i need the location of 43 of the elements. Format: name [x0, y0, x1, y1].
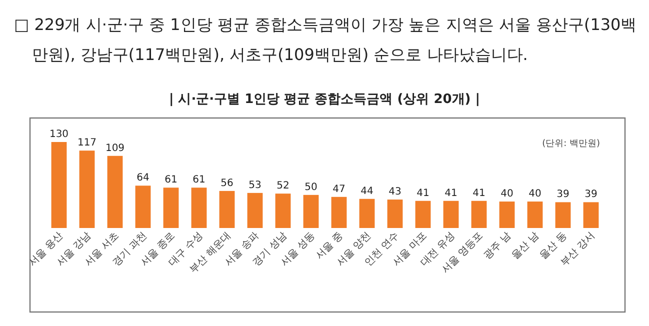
bar [583, 202, 599, 228]
bar [331, 196, 347, 228]
bar [275, 194, 291, 228]
data-label: 41 [444, 188, 458, 199]
data-label: 41 [472, 188, 486, 199]
data-label: 117 [77, 138, 97, 149]
bar [555, 202, 571, 228]
data-label: 50 [304, 182, 318, 193]
bar [191, 188, 207, 228]
bar [79, 150, 95, 228]
data-label: 61 [164, 174, 178, 186]
bar [303, 194, 319, 228]
bar [499, 202, 515, 228]
bar [471, 200, 487, 228]
bar [443, 200, 459, 228]
bar [107, 156, 123, 228]
data-label: 53 [248, 180, 262, 191]
text: □ 229개 시·군·구 중 1인당 평균 종합소득금액이 가장 높은 지역은 서울 용산구(130백만원), 강남구(117백만원), 서초구(109백만원) 순으로 나타났습니다. [14, 14, 638, 66]
annotation: (단위: 백만원) [542, 139, 600, 149]
data-label: 39 [584, 189, 598, 200]
bar [135, 186, 151, 228]
bar [527, 202, 543, 228]
bar [387, 200, 403, 228]
data-label: 61 [192, 174, 206, 186]
chart-title: | 시·군·구별 1인당 평균 종합소득금액 (상위 20개) | [168, 91, 482, 108]
data-label: 52 [276, 180, 290, 192]
data-label: 40 [528, 188, 542, 200]
bar [219, 190, 235, 228]
bar [51, 142, 67, 228]
bar [415, 200, 431, 228]
bar [359, 198, 375, 228]
data-label: 64 [136, 172, 150, 184]
bar [247, 192, 263, 228]
data-label: 41 [416, 188, 430, 199]
data-label: 47 [332, 184, 346, 195]
data-label: 39 [556, 189, 570, 200]
data-label: 40 [500, 188, 514, 200]
bar [163, 188, 179, 228]
data-label: 44 [360, 186, 374, 197]
data-label: 56 [220, 178, 234, 189]
data-label: 43 [388, 186, 402, 198]
data-label: 130 [49, 129, 69, 140]
data-label: 109 [105, 142, 125, 154]
